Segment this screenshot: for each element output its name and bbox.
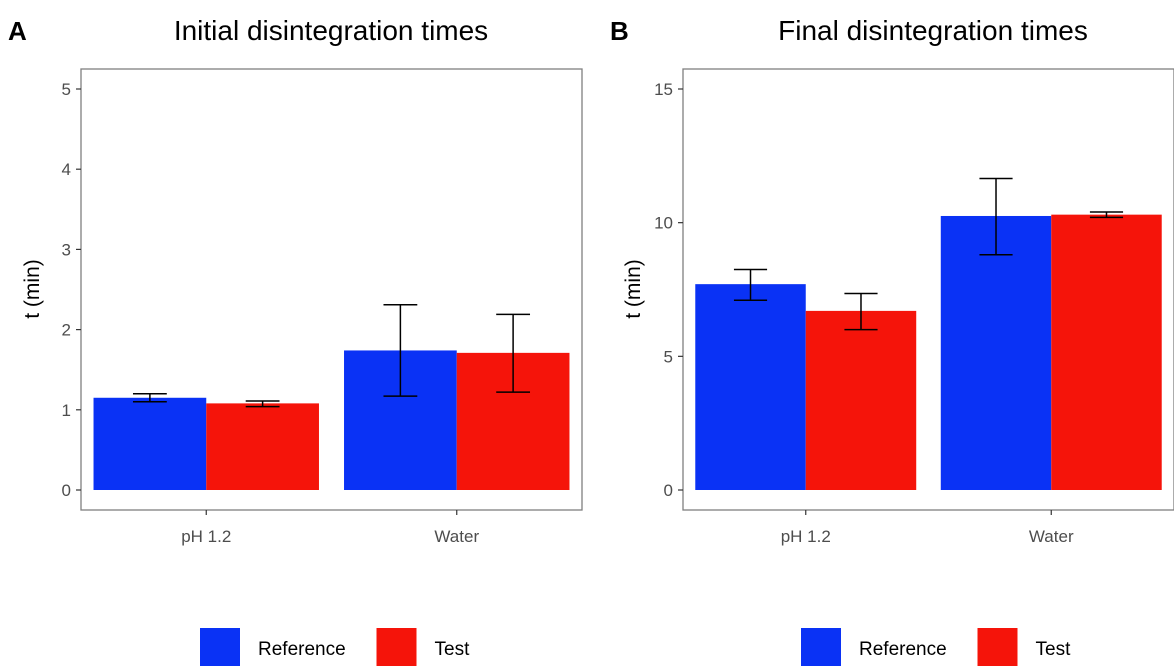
panel-b-legend-swatch-test <box>977 628 1018 666</box>
panel-a-border <box>80 68 583 511</box>
panel-a-bar-test <box>206 403 319 490</box>
panel-a-y-tick-label: 3 <box>62 240 71 259</box>
panel-a-legend-label-reference: Reference <box>258 639 346 660</box>
panel-b-legend-label-test: Test <box>1036 639 1072 660</box>
panel-b-y-tick-label: 10 <box>654 214 673 233</box>
panel-b-bar-reference <box>940 215 1052 490</box>
panel-a-y-tick-label: 1 <box>62 401 71 420</box>
panel-a-y-tick-label: 4 <box>62 160 71 179</box>
panel-a-title: Initial disintegration times <box>174 15 488 46</box>
panel-b-bar-reference <box>695 284 806 490</box>
panel-a-legend-label-test: Test <box>435 639 471 660</box>
panel-b-y-tick-label: 0 <box>664 481 673 500</box>
panel-a-legend-swatch-test <box>376 628 417 666</box>
panel-a-y-axis-label: t (min) <box>21 259 44 319</box>
panel-a-bar-reference <box>93 397 207 490</box>
panel-b-bar-test <box>805 310 917 490</box>
panel-b-x-tick-label: pH 1.2 <box>781 527 831 546</box>
panel-b-x-tick-label: Water <box>1029 527 1074 546</box>
panel-b-letter: B <box>610 16 629 46</box>
panel-b-y-tick-label: 15 <box>654 80 673 99</box>
panel-a-x-tick-label: pH 1.2 <box>181 527 231 546</box>
panel-b-bar-test <box>1051 214 1162 490</box>
panel-a-legend-swatch-reference <box>200 628 240 666</box>
panel-b-y-tick-label: 5 <box>664 347 673 366</box>
panel-a-y-tick-label: 2 <box>62 321 71 340</box>
panel-b-legend-label-reference: Reference <box>859 639 947 660</box>
panel-b-legend-swatch-reference <box>801 628 841 666</box>
panel-b-title: Final disintegration times <box>778 15 1088 46</box>
panel-a-y-tick-label: 5 <box>62 80 71 99</box>
panel-a-x-tick-label: Water <box>434 527 479 546</box>
panel-a-y-tick-label: 0 <box>62 481 71 500</box>
panel-b-y-axis-label: t (min) <box>622 259 645 319</box>
panel-b-border <box>682 68 1174 511</box>
panel-a-letter: A <box>8 16 27 46</box>
